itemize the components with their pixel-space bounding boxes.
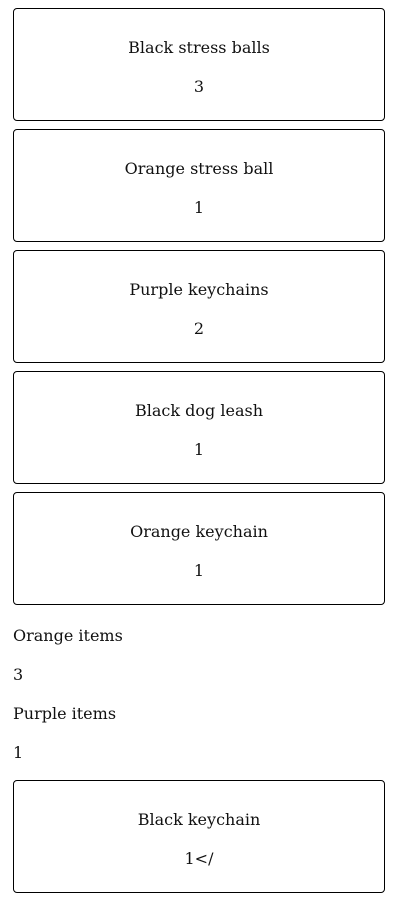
orange-items-label: Orange items [13, 626, 123, 645]
item-card: Orange stress ball 1 [13, 129, 385, 242]
item-name: Black keychain [137, 810, 261, 829]
item-name: Orange keychain [130, 522, 268, 541]
purple-items-label: Purple items [13, 704, 117, 723]
item-card: Orange keychain 1 [13, 492, 385, 605]
item-name: Orange stress ball [124, 159, 274, 178]
orange-items-value: 3 [13, 665, 24, 684]
item-name: Black stress balls [128, 38, 270, 57]
item-count: 1 [193, 440, 205, 459]
purple-items-value: 1 [13, 743, 24, 762]
item-card: Black dog leash 1 [13, 371, 385, 484]
item-card: Black keychain 1</ [13, 780, 385, 893]
item-card: Black stress balls 3 [13, 8, 385, 121]
item-card: Purple keychains 2 [13, 250, 385, 363]
item-count: 1 [193, 198, 205, 217]
item-count: 1 [193, 561, 205, 580]
item-count: 3 [193, 77, 205, 96]
item-count: 1</ [184, 849, 214, 868]
item-count: 2 [193, 319, 205, 338]
item-name: Black dog leash [135, 401, 263, 420]
item-name: Purple keychains [129, 280, 269, 299]
